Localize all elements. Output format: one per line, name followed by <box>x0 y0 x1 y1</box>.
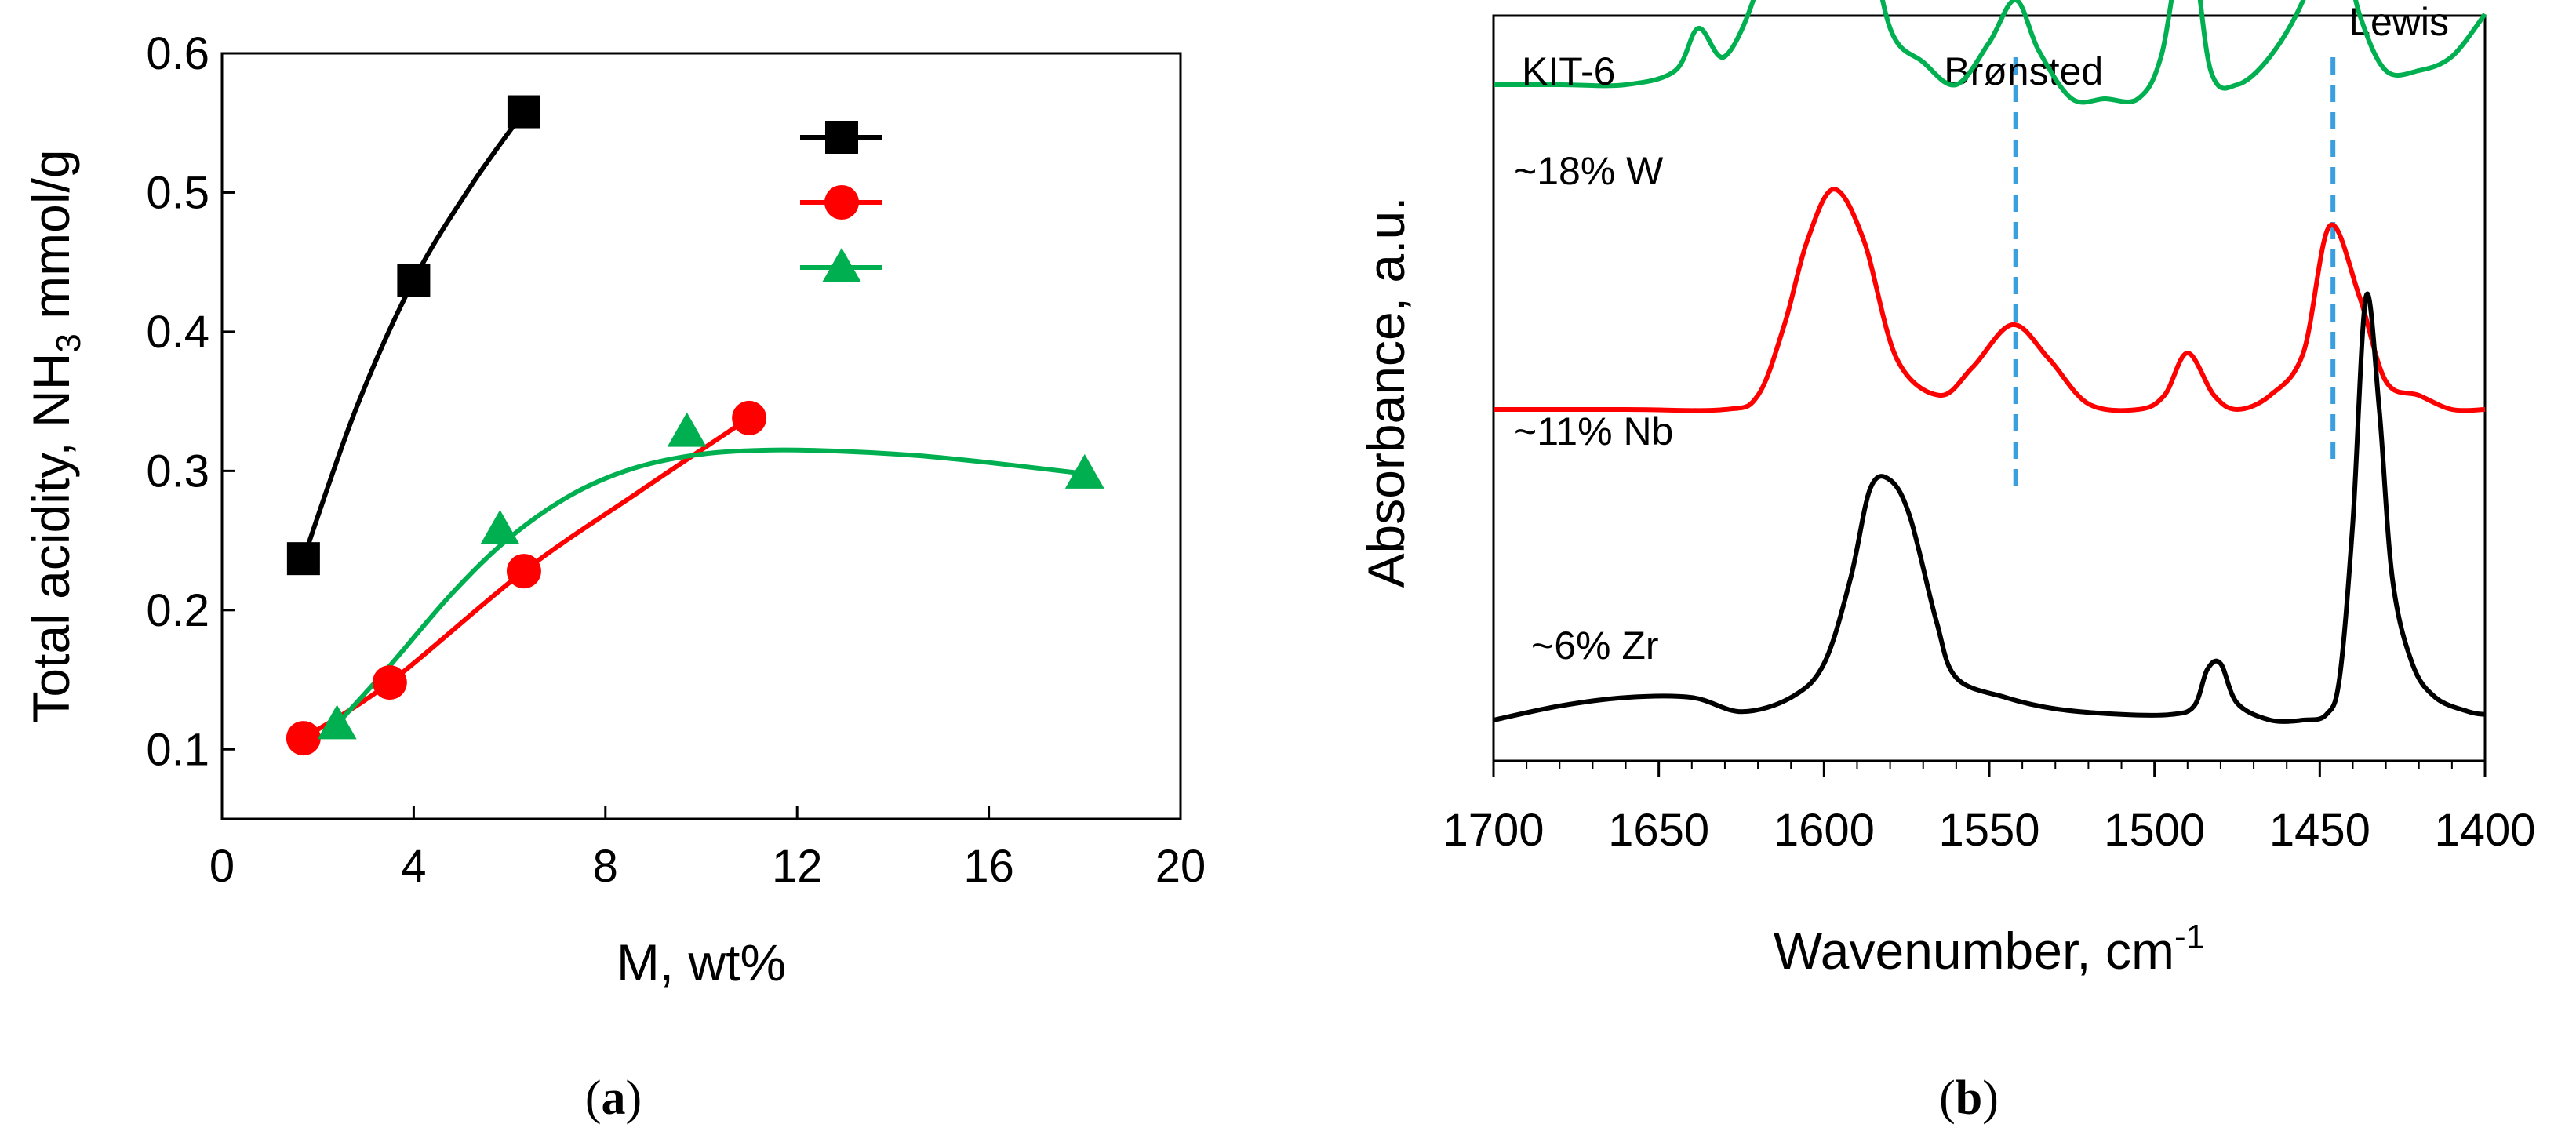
panel-a-plot-frame <box>220 52 1182 820</box>
series-nb-point <box>286 721 321 756</box>
panel-a-chart: 0 4 8 12 16 20 0.1 0.2 0.3 0.4 0.5 0.6 M, wt% Total… <box>22 28 1206 1125</box>
series-zr-point <box>397 264 431 297</box>
series-w-line <box>335 447 1086 726</box>
x-tick-label: 20 <box>1155 841 1206 892</box>
y-tick-label: 0.3 <box>146 446 209 497</box>
x-tick-label: 8 <box>593 841 618 892</box>
spectrum-zr-line <box>1493 291 2486 724</box>
series-w-point <box>480 509 520 544</box>
x-tick-label: 0 <box>209 841 235 892</box>
x-tick-label: 1400 <box>2434 805 2535 856</box>
series-zr-point <box>286 542 320 576</box>
y-tick-label: 0.6 <box>146 28 209 79</box>
x-tick-label: 1500 <box>2104 805 2205 856</box>
x-tick-label: 4 <box>401 841 426 892</box>
series-zr-line <box>301 110 526 560</box>
y-tick-label: 0.5 <box>146 167 209 218</box>
panel-a-label: (a) <box>585 1071 642 1125</box>
x-tick-label: 1650 <box>1608 805 1709 856</box>
spectrum-w-label: ~18% W <box>1514 149 1664 193</box>
x-tick-label: 1600 <box>1774 805 1875 856</box>
x-tick-label: 1450 <box>2269 805 2370 856</box>
legend-w-marker <box>822 248 861 282</box>
series-w-point <box>667 412 707 447</box>
spectrum-nb-line <box>1494 187 2486 413</box>
panel-a-x-axis-title: M, wt% <box>617 933 786 991</box>
series-nb-point <box>506 554 541 589</box>
series-zr-point <box>507 95 540 129</box>
y-tick-label: 0.4 <box>146 307 209 358</box>
panel-b-corner-label: KIT-6 <box>1522 49 1615 93</box>
spectrum-nb-label: ~11% Nb <box>1514 409 1673 453</box>
series-w-point <box>317 704 357 740</box>
x-tick-label: 1700 <box>1443 805 1544 856</box>
series-nb-point <box>732 400 767 435</box>
panel-b-y-axis-title: Absorbance, a.u. <box>1357 197 1415 588</box>
x-tick-label: 16 <box>963 841 1014 892</box>
panel-b-chart: 1700 1650 1600 1550 1500 1450 1400 BrønstedLew… <box>1357 0 2536 1125</box>
series-nb-point <box>372 665 407 700</box>
x-tick-label: 12 <box>772 841 823 892</box>
spectrum-zr-label: ~6% Zr <box>1531 624 1659 668</box>
x-tick-label: 1550 <box>1938 805 2039 856</box>
panel-a-y-axis-title: Total acidity, NH3 mmol/g <box>22 149 88 722</box>
spectrum-w-line <box>1493 0 2487 105</box>
panel-b-label: (b) <box>1939 1071 1999 1125</box>
legend-zr-marker <box>825 121 858 154</box>
series-w-point <box>1064 453 1104 489</box>
panel-b-x-axis-title: Wavenumber, cm-1 <box>1774 918 2205 980</box>
y-tick-label: 0.2 <box>146 585 209 636</box>
legend-nb-marker <box>824 185 859 220</box>
y-tick-label: 0.1 <box>146 724 209 775</box>
